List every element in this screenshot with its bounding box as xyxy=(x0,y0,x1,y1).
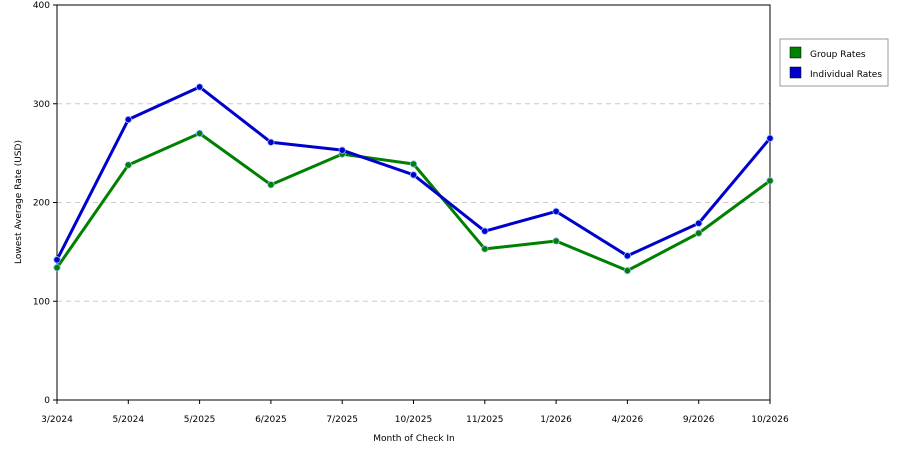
y-tick-label: 0 xyxy=(44,396,50,406)
x-tick-label: 5/2024 xyxy=(112,415,144,425)
x-tick-label: 6/2025 xyxy=(255,415,287,425)
data-point-individual-rates xyxy=(196,83,204,91)
data-point-individual-rates xyxy=(409,171,418,179)
data-point-individual-rates xyxy=(481,227,489,235)
x-axis-ticks: 3/2024 5/2024 5/2025 6/2025 7/2025 10/2025 11/… xyxy=(41,400,789,425)
x-tick-label: 3/2024 xyxy=(41,415,73,425)
data-point-group-rates xyxy=(766,177,774,185)
legend: Group Rates Individual Rates xyxy=(779,38,889,87)
data-point-group-rates xyxy=(481,245,489,253)
x-tick-label: 9/2026 xyxy=(683,415,715,425)
y-tick-label: 200 xyxy=(33,199,50,209)
series-lines xyxy=(53,83,774,275)
y-axis-ticks: 0 100 200 300 400 xyxy=(33,1,57,406)
x-tick-label: 7/2025 xyxy=(326,415,358,425)
legend-label-individual-rates: Individual Rates xyxy=(810,70,882,80)
data-point-group-rates xyxy=(695,229,703,237)
x-tick-label: 10/2025 xyxy=(395,415,432,425)
x-axis-title: Month of Check In xyxy=(373,434,455,444)
data-point-group-rates xyxy=(53,264,61,272)
x-tick-label: 4/2026 xyxy=(612,415,644,425)
data-point-individual-rates xyxy=(766,134,774,142)
x-tick-label: 11/2025 xyxy=(466,415,503,425)
y-tick-label: 300 xyxy=(33,100,50,110)
data-point-individual-rates xyxy=(53,256,61,264)
data-point-group-rates xyxy=(267,181,275,189)
data-point-group-rates xyxy=(124,161,132,169)
data-point-group-rates xyxy=(409,160,418,168)
data-point-individual-rates xyxy=(623,252,632,260)
data-point-individual-rates xyxy=(124,115,132,124)
data-point-group-rates xyxy=(196,129,204,137)
legend-label-group-rates: Group Rates xyxy=(810,50,866,60)
data-point-individual-rates xyxy=(267,138,275,146)
y-axis-title: Lowest Average Rate (USD) xyxy=(14,140,24,264)
data-point-individual-rates xyxy=(552,207,560,215)
x-tick-label: 1/2026 xyxy=(540,415,572,425)
grid-lines xyxy=(57,103,770,302)
data-point-individual-rates xyxy=(695,219,703,227)
x-tick-label: 5/2025 xyxy=(184,415,216,425)
data-point-individual-rates xyxy=(338,146,346,154)
x-tick-label: 10/2026 xyxy=(751,415,789,425)
y-tick-label: 100 xyxy=(33,297,50,307)
legend-swatch-individual-rates xyxy=(789,66,802,79)
data-point-group-rates xyxy=(623,267,632,275)
legend-swatch-group-rates xyxy=(789,46,802,59)
y-tick-label: 400 xyxy=(33,1,50,11)
data-point-group-rates xyxy=(552,237,560,245)
